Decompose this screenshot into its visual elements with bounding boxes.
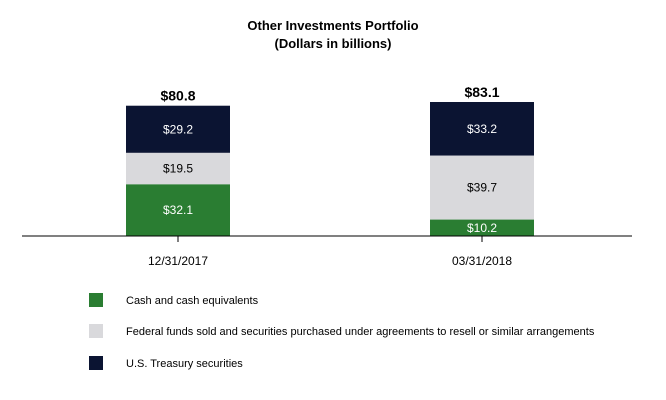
bar-segment [126,184,230,236]
bars-layer: $32.1 $19.5 $29.2 $80.8 $10.2 $39.7 $33.2 $83.1 [126,84,534,236]
legend-label: Federal funds sold and securities purcha… [126,326,595,338]
legend-label: Cash and cash equivalents [126,295,259,307]
bar-stack-1: $32.1 $19.5 $29.2 $80.8 [126,88,230,236]
bar-segment [430,155,534,220]
bar-segment [126,152,230,185]
legend-item: U.S. Treasury securities [89,356,243,370]
legend-item: Federal funds sold and securities purcha… [89,324,595,338]
bar-value-label: $19.5 [163,162,193,176]
bar-value-label: $33.2 [467,122,497,136]
bar-value-label: $39.7 [467,181,497,195]
chart-subtitle: (Dollars in billions) [274,36,391,51]
legend: Cash and cash equivalents Federal funds s… [89,293,595,370]
legend-swatch [89,293,103,307]
bar-segment [430,219,534,236]
bar-value-label: $29.2 [163,122,193,136]
bar-value-label: $32.1 [163,203,193,217]
bar-stack-2: $10.2 $39.7 $33.2 $83.1 [430,84,534,236]
x-tick-label: 03/31/2018 [452,254,512,268]
legend-swatch [89,324,103,338]
legend-swatch [89,356,103,370]
bar-segment [126,105,230,153]
legend-item: Cash and cash equivalents [89,293,259,307]
bar-total-label: $83.1 [464,84,499,100]
bar-value-label: $10.2 [467,221,497,235]
bar-segment [430,102,534,156]
legend-label: U.S. Treasury securities [126,358,243,370]
x-tick-label: 12/31/2017 [148,254,208,268]
bar-total-label: $80.8 [160,88,195,104]
chart-title: Other Investments Portfolio [247,18,418,33]
x-axis-ticks: 12/31/2017 03/31/2018 [148,236,512,268]
